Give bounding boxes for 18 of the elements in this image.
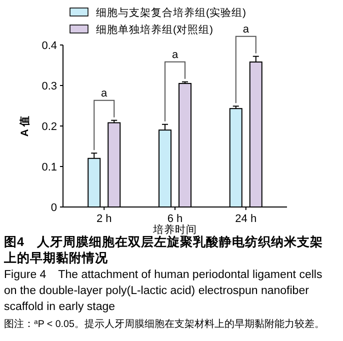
text: Figure 4 The attachment of human periodontal ligament cells on the double-layer poly(L-lactic acid) electrospun nanofiber scaffold in early stage: [4, 269, 322, 313]
legend-label: 细胞单独培养组(对照组): [96, 23, 213, 36]
y-tick-label: 0.3: [42, 80, 57, 92]
y-tick-label: 0.4: [42, 40, 57, 52]
text: 图4 人牙周膜细胞在双层左旋聚乳酸静电纺织纳米支架上的早期黏附情况: [3, 234, 323, 265]
x-tick-label: 2 h: [96, 213, 112, 225]
y-tick-label: 0.2: [42, 121, 57, 133]
annotation: a: [101, 87, 108, 100]
text: a: [242, 23, 250, 36]
y-axis-title: A 值: [19, 115, 31, 137]
x-tick-label: 24 h: [235, 213, 257, 225]
y-tick-label: 0.1: [42, 162, 57, 174]
annotation: a: [172, 48, 179, 61]
text: 图注：$^{a}$P < 0.05。提示人牙周膜细胞在支架材料上的早期黏附能力较差。: [4, 318, 324, 330]
y-tick-label: 0: [50, 202, 57, 214]
x-tick-label: 6 h: [167, 213, 183, 225]
x-axis-title: 培养时间: [152, 223, 197, 236]
legend-label: 细胞与支架复合培养组(实验组): [96, 6, 246, 19]
